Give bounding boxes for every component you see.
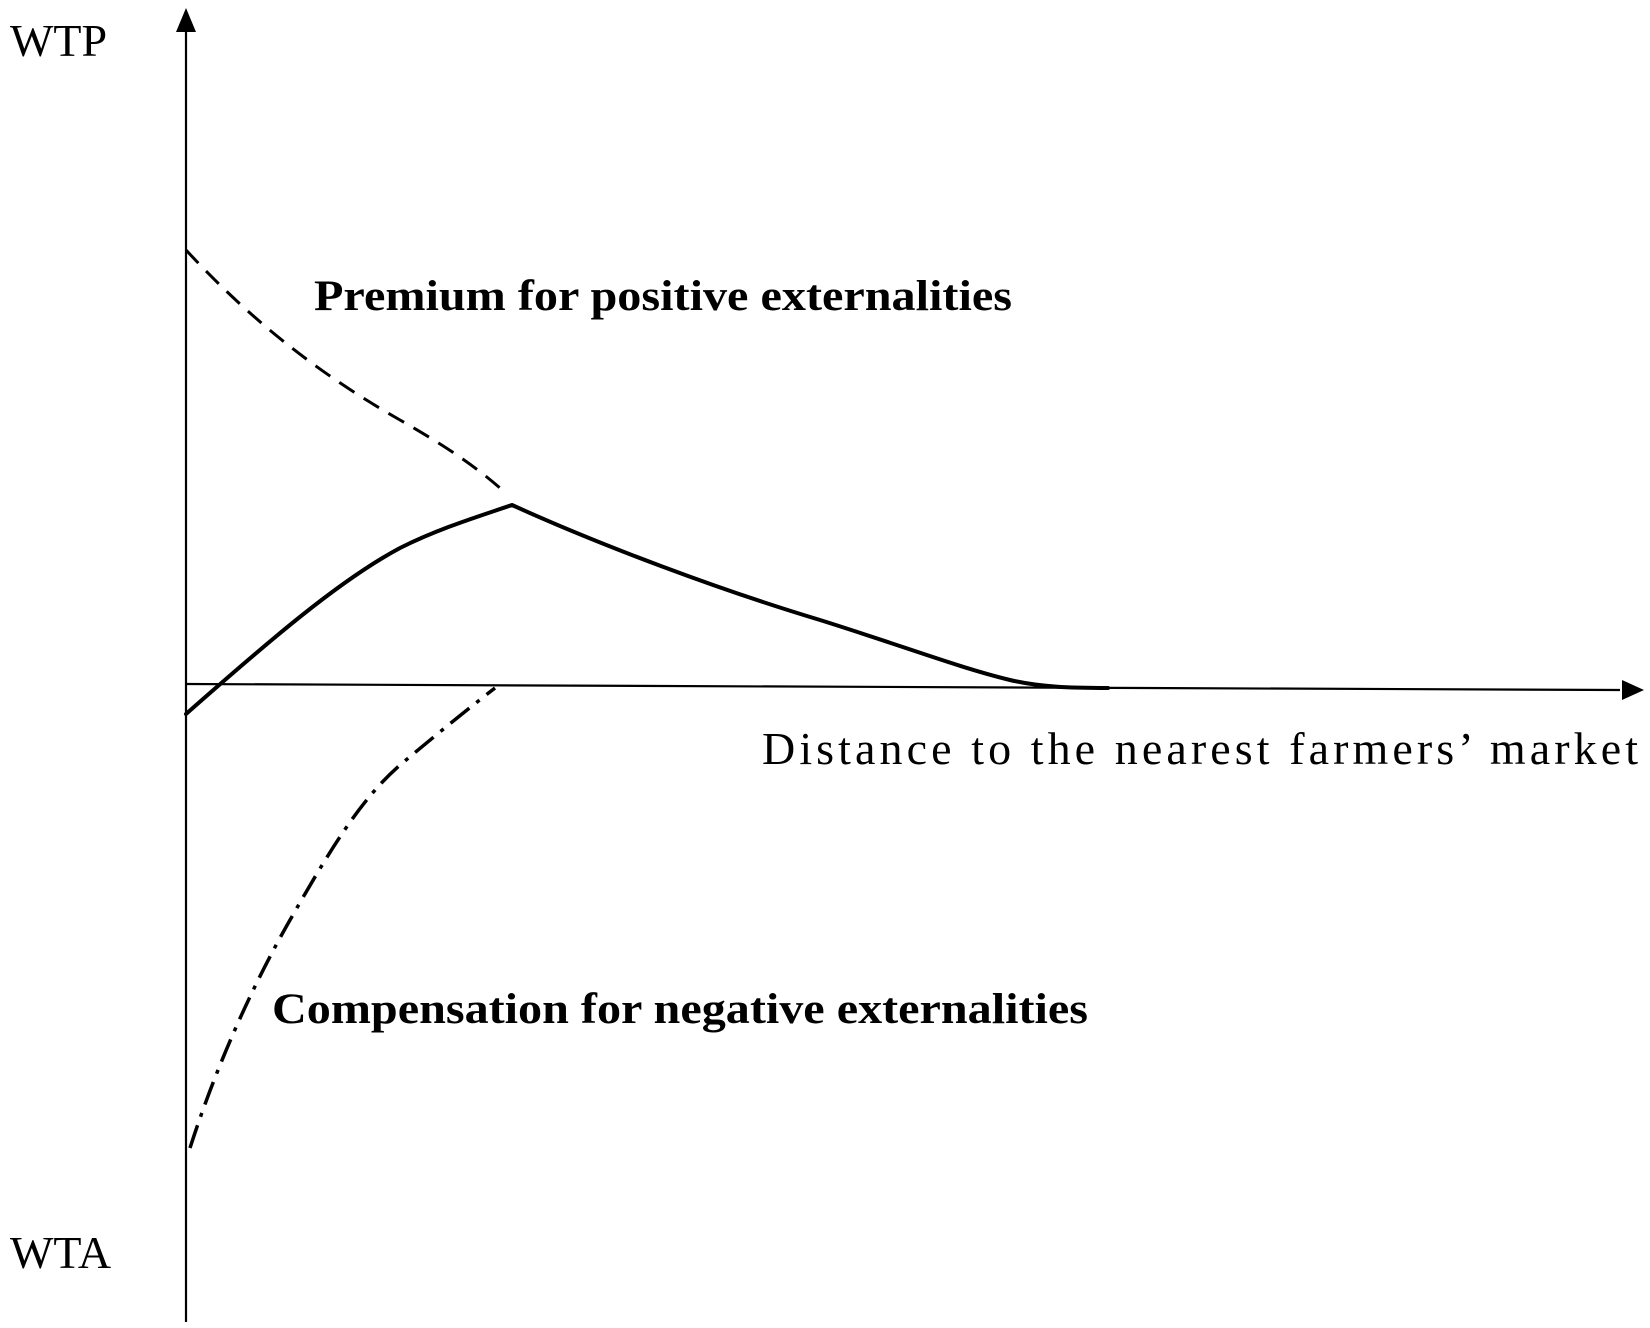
x-axis-label: Distance to the nearest farmers’ market	[762, 723, 1638, 774]
y-axis-bottom-label: WTA	[10, 1227, 111, 1278]
x-axis-arrowhead	[1622, 680, 1644, 700]
y-axis-arrowhead	[176, 8, 196, 32]
net-wtp-curve	[184, 503, 1110, 716]
compensation-curve	[188, 686, 497, 1149]
x-axis	[185, 682, 1621, 692]
premium-curve-label: Premium for positive externalities	[314, 273, 1012, 320]
y-axis-top-label: WTP	[10, 15, 107, 66]
premium-curve	[184, 248, 501, 490]
compensation-curve-label: Compensation for negative externalities	[272, 986, 1088, 1033]
